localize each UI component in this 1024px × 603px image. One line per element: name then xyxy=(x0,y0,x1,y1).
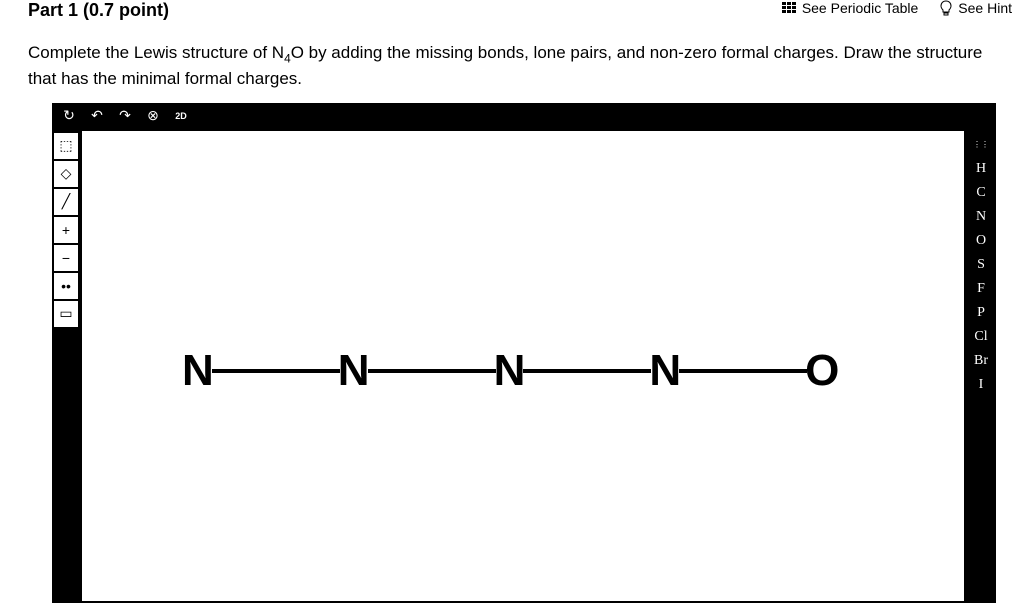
view-2d-tool[interactable]: 2D xyxy=(168,105,194,127)
bond[interactable] xyxy=(368,369,496,373)
bond-tool[interactable]: ╱ xyxy=(54,189,78,215)
atom-n[interactable]: N xyxy=(182,346,214,396)
eraser-tool[interactable]: ◇ xyxy=(54,161,78,187)
right-toolbar: ⋮⋮HCNOSFPClBrI xyxy=(966,129,996,603)
bond[interactable] xyxy=(679,369,807,373)
part-label: Part 1 (0.7 point) xyxy=(28,0,169,21)
element-s[interactable]: S xyxy=(968,253,994,277)
bond[interactable] xyxy=(523,369,651,373)
select-tool[interactable]: ⬚ xyxy=(54,133,78,159)
instructions-text: Complete the Lewis structure of N4O by a… xyxy=(0,29,1024,103)
element-p[interactable]: P xyxy=(968,301,994,325)
element-cl[interactable]: Cl xyxy=(968,325,994,349)
element-h[interactable]: H xyxy=(968,157,994,181)
atom-n[interactable]: N xyxy=(338,346,370,396)
drawing-canvas[interactable]: NNNNO xyxy=(82,131,964,601)
left-toolbar: ⬚◇╱+−••▭ xyxy=(52,129,80,603)
element-o[interactable]: O xyxy=(968,229,994,253)
element-n[interactable]: N xyxy=(968,205,994,229)
periodic-table-label: See Periodic Table xyxy=(802,0,918,16)
element-i[interactable]: I xyxy=(968,373,994,397)
table-icon xyxy=(782,1,798,15)
element-c[interactable]: C xyxy=(968,181,994,205)
hint-link[interactable]: See Hint xyxy=(938,0,1012,16)
atom-o[interactable]: O xyxy=(805,346,839,396)
molecule-skeleton[interactable]: NNNNO xyxy=(182,346,839,396)
undo-tool[interactable]: ↶ xyxy=(84,105,110,127)
element-br[interactable]: Br xyxy=(968,349,994,373)
rect-tool[interactable]: ▭ xyxy=(54,301,78,327)
redo-tool[interactable]: ↷ xyxy=(112,105,138,127)
lone-pair-tool[interactable]: •• xyxy=(54,273,78,299)
bond[interactable] xyxy=(212,369,340,373)
bulb-icon xyxy=(938,1,954,15)
element-f[interactable]: F xyxy=(968,277,994,301)
periodic-table-link[interactable]: See Periodic Table xyxy=(782,0,918,16)
atom-n[interactable]: N xyxy=(494,346,526,396)
refresh-tool[interactable]: ↻ xyxy=(56,105,82,127)
charge-minus-tool[interactable]: − xyxy=(54,245,78,271)
hint-label: See Hint xyxy=(958,0,1012,16)
atom-n[interactable]: N xyxy=(649,346,681,396)
element-blank[interactable]: ⋮⋮ xyxy=(968,133,994,157)
top-toolbar: ↻ ↶ ↷ ⊗ 2D xyxy=(52,103,996,129)
zoom-tool[interactable]: ⊗ xyxy=(140,105,166,127)
charge-plus-tool[interactable]: + xyxy=(54,217,78,243)
